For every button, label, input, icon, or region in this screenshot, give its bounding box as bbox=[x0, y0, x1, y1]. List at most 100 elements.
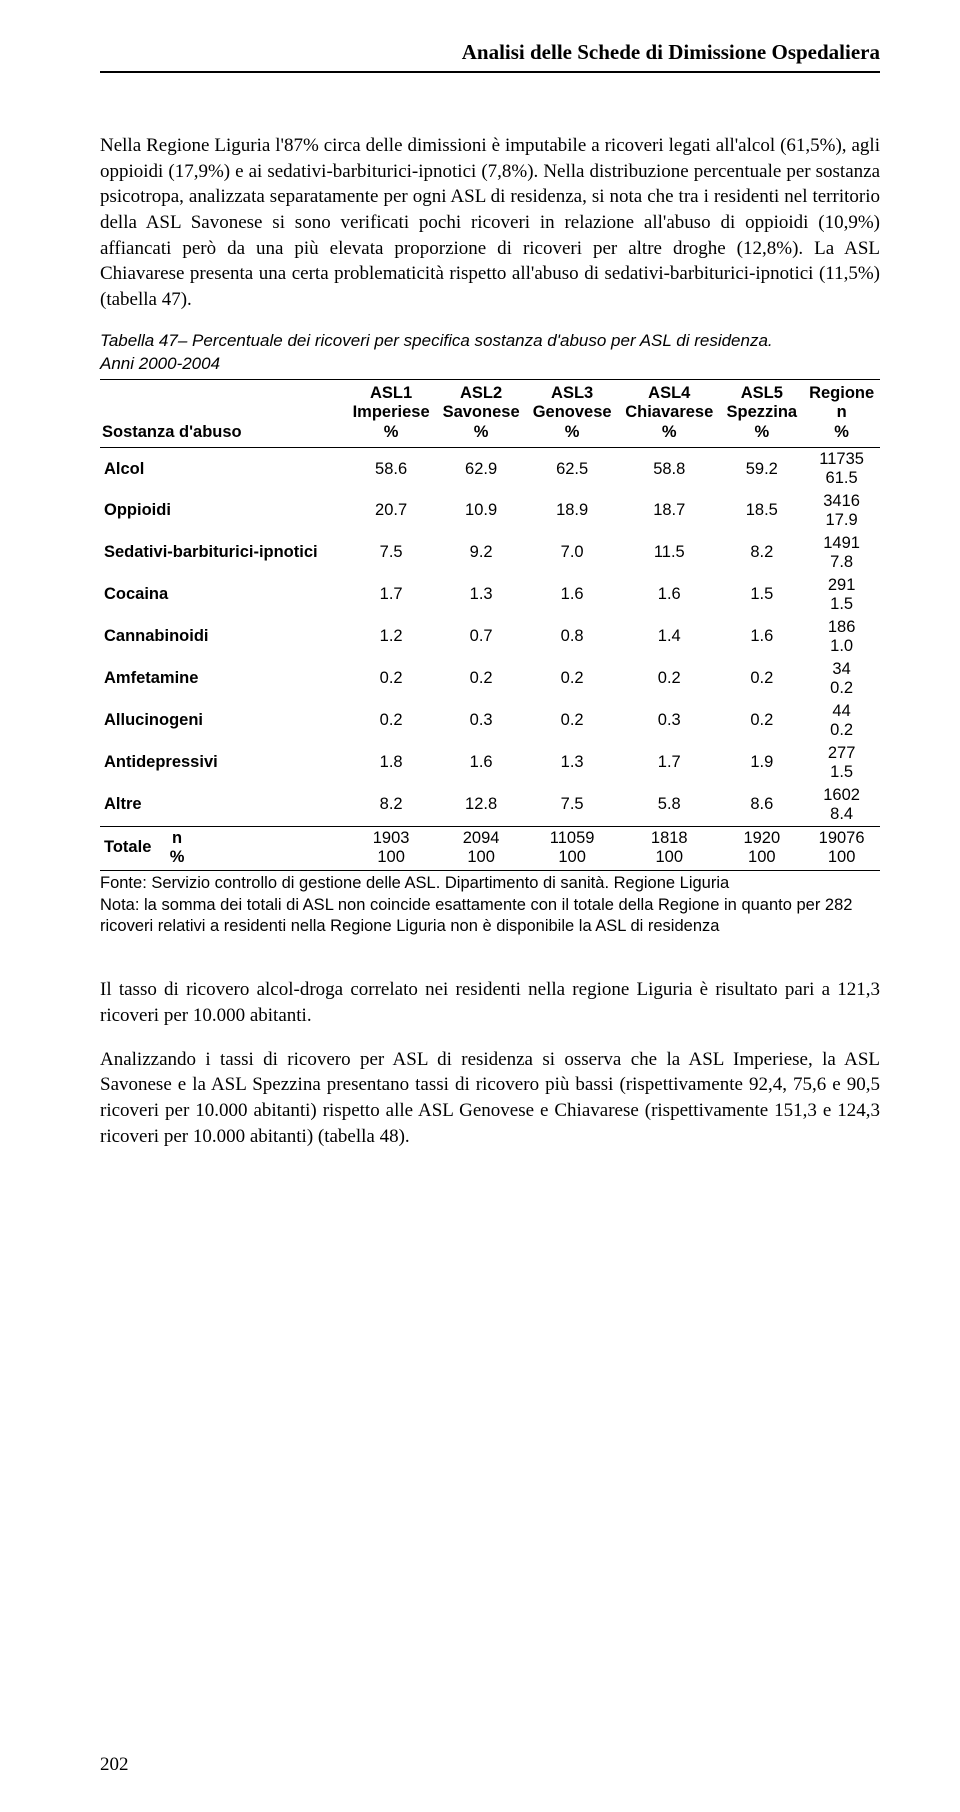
cell-value: 0.2 bbox=[526, 658, 618, 700]
cell-value: 0.2 bbox=[346, 658, 436, 700]
table-row: Allucinogeni0.20.30.20.30.2440.2 bbox=[100, 700, 880, 742]
table-caption-line1: Tabella 47– Percentuale dei ricoveri per… bbox=[100, 331, 773, 350]
cell-value: 0.3 bbox=[618, 700, 720, 742]
data-table: Sostanza d'abuso ASL1 Imperiese % ASL2 S… bbox=[100, 379, 880, 871]
cell-value: 0.2 bbox=[526, 700, 618, 742]
total-cell: 11059100 bbox=[526, 826, 618, 871]
col-header-asl1: ASL1 Imperiese % bbox=[346, 379, 436, 447]
table-row: Oppioidi20.710.918.918.718.5341617.9 bbox=[100, 490, 880, 532]
cell-value: 1.4 bbox=[618, 616, 720, 658]
total-cell: 1818100 bbox=[618, 826, 720, 871]
cell-value: 1.7 bbox=[618, 742, 720, 784]
row-label: Sedativi-barbiturici-ipnotici bbox=[100, 532, 346, 574]
table-row: Alcol58.662.962.558.859.21173561.5 bbox=[100, 448, 880, 490]
cell-value: 18.9 bbox=[526, 490, 618, 532]
cell-regione: 14917.8 bbox=[803, 532, 880, 574]
cell-regione: 1861.0 bbox=[803, 616, 880, 658]
cell-regione: 440.2 bbox=[803, 700, 880, 742]
col-header-asl4: ASL4 Chiavarese % bbox=[618, 379, 720, 447]
paragraph-3: Analizzando i tassi di ricovero per ASL … bbox=[100, 1047, 880, 1150]
cell-value: 11.5 bbox=[618, 532, 720, 574]
cell-value: 7.5 bbox=[526, 784, 618, 826]
table-caption: Tabella 47– Percentuale dei ricoveri per… bbox=[100, 330, 880, 374]
cell-value: 1.2 bbox=[346, 616, 436, 658]
cell-value: 1.9 bbox=[720, 742, 803, 784]
table-row-total: Totale n%1903100209410011059100181810019… bbox=[100, 826, 880, 871]
cell-value: 1.8 bbox=[346, 742, 436, 784]
col-header-regione: Regione n % bbox=[803, 379, 880, 447]
cell-value: 1.6 bbox=[526, 574, 618, 616]
row-label: Amfetamine bbox=[100, 658, 346, 700]
cell-value: 1.6 bbox=[618, 574, 720, 616]
table-row: Altre8.212.87.55.88.616028.4 bbox=[100, 784, 880, 826]
col-header-asl3: ASL3 Genovese % bbox=[526, 379, 618, 447]
cell-value: 1.6 bbox=[436, 742, 526, 784]
row-label: Antidepressivi bbox=[100, 742, 346, 784]
row-label: Cocaina bbox=[100, 574, 346, 616]
cell-value: 1.3 bbox=[526, 742, 618, 784]
cell-value: 12.8 bbox=[436, 784, 526, 826]
table-body: Alcol58.662.962.558.859.21173561.5Oppioi… bbox=[100, 448, 880, 871]
cell-value: 8.6 bbox=[720, 784, 803, 826]
cell-value: 0.7 bbox=[436, 616, 526, 658]
cell-value: 62.5 bbox=[526, 448, 618, 490]
cell-regione: 2771.5 bbox=[803, 742, 880, 784]
paragraph-1: Nella Regione Liguria l'87% circa delle … bbox=[100, 133, 880, 312]
cell-value: 8.2 bbox=[346, 784, 436, 826]
cell-value: 10.9 bbox=[436, 490, 526, 532]
paragraph-2: Il tasso di ricovero alcol-droga correla… bbox=[100, 977, 880, 1028]
col-header-asl5: ASL5 Spezzina % bbox=[720, 379, 803, 447]
total-cell: 2094100 bbox=[436, 826, 526, 871]
table-row: Antidepressivi1.81.61.31.71.92771.5 bbox=[100, 742, 880, 784]
row-label: Altre bbox=[100, 784, 346, 826]
cell-value: 0.8 bbox=[526, 616, 618, 658]
total-cell: 19076100 bbox=[803, 826, 880, 871]
cell-value: 0.2 bbox=[720, 700, 803, 742]
cell-value: 0.3 bbox=[436, 700, 526, 742]
cell-value: 58.8 bbox=[618, 448, 720, 490]
cell-value: 62.9 bbox=[436, 448, 526, 490]
row-label: Allucinogeni bbox=[100, 700, 346, 742]
table-row: Cocaina1.71.31.61.61.52911.5 bbox=[100, 574, 880, 616]
cell-value: 0.2 bbox=[346, 700, 436, 742]
table-header: Sostanza d'abuso ASL1 Imperiese % ASL2 S… bbox=[100, 379, 880, 447]
row-label: Alcol bbox=[100, 448, 346, 490]
row-label: Oppioidi bbox=[100, 490, 346, 532]
cell-value: 0.2 bbox=[436, 658, 526, 700]
cell-value: 20.7 bbox=[346, 490, 436, 532]
cell-value: 18.7 bbox=[618, 490, 720, 532]
cell-value: 8.2 bbox=[720, 532, 803, 574]
cell-regione: 2911.5 bbox=[803, 574, 880, 616]
table-caption-line2: Anni 2000-2004 bbox=[100, 354, 220, 373]
total-cell: 1903100 bbox=[346, 826, 436, 871]
cell-value: 58.6 bbox=[346, 448, 436, 490]
cell-regione: 16028.4 bbox=[803, 784, 880, 826]
page-header: Analisi delle Schede di Dimissione Osped… bbox=[100, 40, 880, 73]
table-row: Cannabinoidi1.20.70.81.41.61861.0 bbox=[100, 616, 880, 658]
cell-value: 0.2 bbox=[618, 658, 720, 700]
page-number: 202 bbox=[100, 1754, 129, 1776]
cell-regione: 341617.9 bbox=[803, 490, 880, 532]
cell-value: 1.3 bbox=[436, 574, 526, 616]
cell-value: 1.7 bbox=[346, 574, 436, 616]
table-footnote: Fonte: Servizio controllo di gestione de… bbox=[100, 873, 880, 937]
cell-value: 59.2 bbox=[720, 448, 803, 490]
cell-regione: 340.2 bbox=[803, 658, 880, 700]
col-header-asl2: ASL2 Savonese % bbox=[436, 379, 526, 447]
row-label: Cannabinoidi bbox=[100, 616, 346, 658]
total-label: Totale n% bbox=[100, 826, 346, 871]
cell-value: 5.8 bbox=[618, 784, 720, 826]
cell-value: 7.0 bbox=[526, 532, 618, 574]
document-page: Analisi delle Schede di Dimissione Osped… bbox=[0, 0, 960, 1812]
total-cell: 1920100 bbox=[720, 826, 803, 871]
cell-value: 9.2 bbox=[436, 532, 526, 574]
cell-value: 7.5 bbox=[346, 532, 436, 574]
cell-value: 18.5 bbox=[720, 490, 803, 532]
cell-regione: 1173561.5 bbox=[803, 448, 880, 490]
col-header-sostanza: Sostanza d'abuso bbox=[100, 379, 346, 447]
table-row: Sedativi-barbiturici-ipnotici7.59.27.011… bbox=[100, 532, 880, 574]
cell-value: 1.5 bbox=[720, 574, 803, 616]
cell-value: 0.2 bbox=[720, 658, 803, 700]
cell-value: 1.6 bbox=[720, 616, 803, 658]
page-title: Analisi delle Schede di Dimissione Osped… bbox=[462, 40, 880, 64]
